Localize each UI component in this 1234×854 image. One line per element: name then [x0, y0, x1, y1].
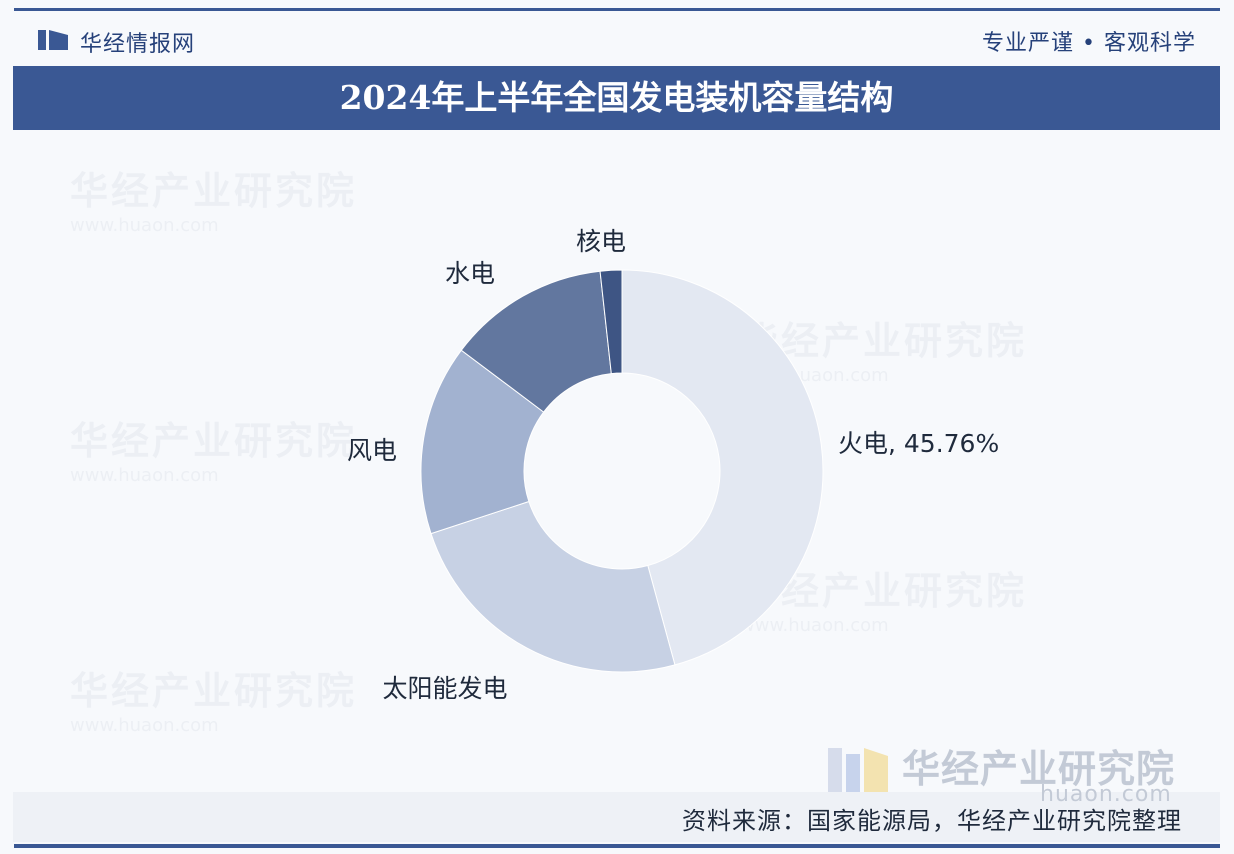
watermark-text: 华经产业研究院 [740, 319, 1028, 363]
donut-slices [420, 269, 824, 673]
watermark-url: www.huaon.com [70, 465, 219, 486]
label-wind: 风电 [347, 436, 397, 465]
donut-labels: 火电, 45.76% 太阳能发电 风电 水电 核电 [347, 227, 999, 703]
bottom-rule [14, 844, 1220, 848]
corner-brand-name: 华经产业研究院 [902, 747, 1176, 791]
top-rule [14, 8, 1220, 11]
slice-thermal [621, 269, 824, 666]
label-hydro: 水电 [445, 259, 495, 288]
slice-solar [430, 500, 676, 673]
watermark-text: 华经产业研究院 [70, 669, 358, 713]
watermark-text: 华经产业研究院 [70, 169, 358, 213]
corner-brand-url: huaon.com [1040, 782, 1172, 807]
slice-wind [420, 349, 545, 535]
label-nuclear: 核电 [576, 227, 626, 256]
source-note: 资料来源：国家能源局，华经产业研究院整理 [682, 807, 1182, 835]
brand-logo-icon [38, 30, 68, 50]
corner-logo-icon [828, 748, 888, 796]
chart-title: 2024年上半年全国发电装机容量结构 [13, 66, 1220, 130]
watermark-url: www.huaon.com [70, 715, 219, 736]
watermark-url: www.huaon.com [70, 215, 219, 236]
footer: 资料来源：国家能源局，华经产业研究院整理 [13, 792, 1220, 842]
label-thermal: 火电, 45.76% [838, 429, 999, 458]
donut-chart: 火电, 45.76% 太阳能发电 风电 水电 核电 [347, 227, 999, 703]
watermark-text: 华经产业研究院 [70, 419, 358, 463]
slogan: 专业严谨 • 客观科学 [982, 31, 1196, 56]
slice-nuclear [599, 269, 623, 375]
watermark-url: www.huaon.com [740, 615, 889, 636]
label-solar: 太阳能发电 [382, 674, 507, 703]
header: 华经情报网 专业严谨 • 客观科学 [0, 14, 1234, 64]
brand-name: 华经情报网 [80, 32, 196, 57]
